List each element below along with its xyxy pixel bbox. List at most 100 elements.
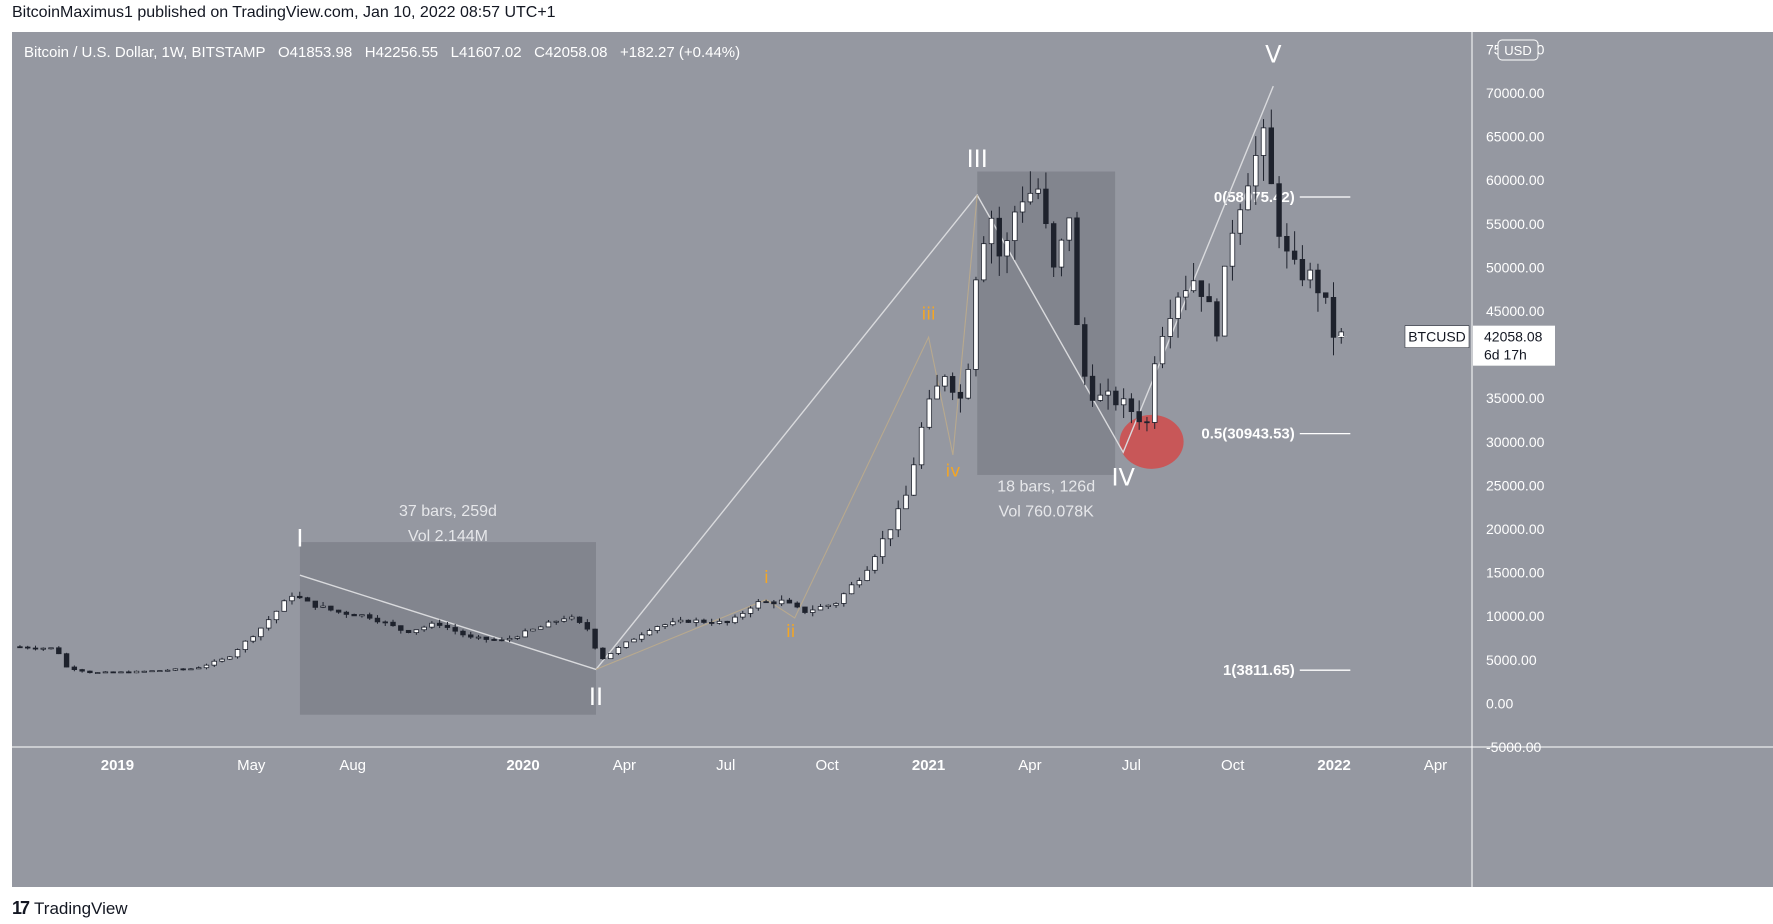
candle-body[interactable] xyxy=(600,647,606,660)
candle-body[interactable] xyxy=(872,556,878,571)
candle-body[interactable] xyxy=(211,660,217,666)
candle-body[interactable] xyxy=(1299,259,1306,281)
currency-badge[interactable] xyxy=(1497,39,1539,61)
candle-body[interactable] xyxy=(755,601,762,609)
candle-body[interactable] xyxy=(1198,280,1205,297)
candle-body[interactable] xyxy=(1019,201,1026,213)
candle-body[interactable] xyxy=(172,668,179,671)
candle-body[interactable] xyxy=(817,606,824,611)
candle-body[interactable] xyxy=(359,614,365,617)
candle-body[interactable] xyxy=(413,629,420,634)
candle-body[interactable] xyxy=(382,621,388,624)
candle-body[interactable] xyxy=(1105,390,1111,396)
candle-body[interactable] xyxy=(149,670,155,673)
candle-body[interactable] xyxy=(1128,398,1135,412)
candle-body[interactable] xyxy=(475,636,482,639)
candle-body[interactable] xyxy=(856,580,863,586)
candle-body[interactable] xyxy=(1291,250,1298,260)
candle-body[interactable] xyxy=(1245,185,1251,211)
candle-body[interactable] xyxy=(436,622,443,626)
candle-body[interactable] xyxy=(48,647,54,650)
candle-body[interactable] xyxy=(258,627,264,638)
candle-body[interactable] xyxy=(1152,363,1158,423)
candle-body[interactable] xyxy=(740,612,746,618)
candle-body[interactable] xyxy=(328,605,334,611)
candle-body[interactable] xyxy=(468,634,474,638)
candle-body[interactable] xyxy=(126,671,132,674)
candle-body[interactable] xyxy=(219,658,225,662)
candle-body[interactable] xyxy=(631,638,637,643)
candle-body[interactable] xyxy=(778,599,785,605)
candle-body[interactable] xyxy=(1253,155,1259,187)
candle-body[interactable] xyxy=(320,605,326,608)
candle-body[interactable] xyxy=(1315,269,1321,294)
candle-body[interactable] xyxy=(996,217,1002,257)
candle-body[interactable] xyxy=(1190,280,1197,292)
candle-body[interactable] xyxy=(460,630,466,636)
candle-body[interactable] xyxy=(289,595,295,602)
candle-body[interactable] xyxy=(40,647,46,650)
candle-body[interactable] xyxy=(164,669,171,672)
candle-body[interactable] xyxy=(911,464,917,496)
candle-body[interactable] xyxy=(949,376,956,393)
candle-body[interactable] xyxy=(973,279,979,370)
candle-body[interactable] xyxy=(79,669,85,672)
candle-body[interactable] xyxy=(708,622,715,624)
candle-body[interactable] xyxy=(390,621,396,627)
candle-body[interactable] xyxy=(833,603,839,606)
candle-body[interactable] xyxy=(1323,292,1329,298)
candle-body[interactable] xyxy=(1268,127,1275,185)
price-chart[interactable]: 37 bars, 259d Vol 2.144M 18 bars, 126d Vol … xyxy=(12,32,1773,887)
candle-body[interactable] xyxy=(506,637,513,641)
candle-body[interactable] xyxy=(1284,235,1290,252)
candle-body[interactable] xyxy=(623,641,629,648)
candle-body[interactable] xyxy=(646,630,653,636)
candle-body[interactable] xyxy=(724,620,730,624)
candle-body[interactable] xyxy=(615,647,622,654)
candle-body[interactable] xyxy=(1136,411,1142,423)
candle-body[interactable] xyxy=(133,670,140,674)
candle-body[interactable] xyxy=(810,609,816,613)
candle-body[interactable] xyxy=(654,626,660,631)
candle-body[interactable] xyxy=(1214,301,1220,337)
candle-body[interactable] xyxy=(584,622,591,630)
candle-body[interactable] xyxy=(1113,390,1119,406)
candle-body[interactable] xyxy=(537,626,544,630)
candle-body[interactable] xyxy=(903,494,909,510)
candle-body[interactable] xyxy=(265,619,272,629)
candle-body[interactable] xyxy=(957,391,964,399)
symbol-title[interactable]: Bitcoin / U.S. Dollar, 1W, BITSTAMP xyxy=(24,44,266,61)
candle-body[interactable] xyxy=(1058,239,1065,268)
candle-body[interactable] xyxy=(1167,318,1173,337)
candle-body[interactable] xyxy=(965,369,971,399)
candle-body[interactable] xyxy=(1120,398,1127,406)
candle-body[interactable] xyxy=(1276,183,1282,237)
candle-body[interactable] xyxy=(1027,192,1034,203)
candle-body[interactable] xyxy=(1004,240,1010,257)
candle-body[interactable] xyxy=(530,628,536,632)
candle-body[interactable] xyxy=(491,639,497,641)
candle-body[interactable] xyxy=(864,569,870,581)
candle-body[interactable] xyxy=(1012,211,1018,242)
candle-body[interactable] xyxy=(94,672,101,674)
candle-body[interactable] xyxy=(444,625,451,628)
candle-body[interactable] xyxy=(452,627,458,632)
candle-body[interactable] xyxy=(522,630,528,638)
candle-body[interactable] xyxy=(1237,209,1243,234)
candle-body[interactable] xyxy=(639,634,645,640)
candle-body[interactable] xyxy=(1066,217,1072,241)
candle-body[interactable] xyxy=(304,597,311,602)
candle-body[interactable] xyxy=(1307,269,1313,281)
candle-body[interactable] xyxy=(429,622,435,628)
candle-body[interactable] xyxy=(701,619,707,623)
candle-body[interactable] xyxy=(499,639,505,642)
candle-body[interactable] xyxy=(1330,297,1337,338)
candle-body[interactable] xyxy=(87,670,93,674)
candle-body[interactable] xyxy=(553,620,559,623)
candle-body[interactable] xyxy=(421,626,427,631)
candle-body[interactable] xyxy=(110,671,116,674)
candle-body[interactable] xyxy=(281,600,287,612)
candle-body[interactable] xyxy=(716,620,723,624)
candle-body[interactable] xyxy=(1206,296,1212,303)
candle-body[interactable] xyxy=(1221,265,1228,337)
